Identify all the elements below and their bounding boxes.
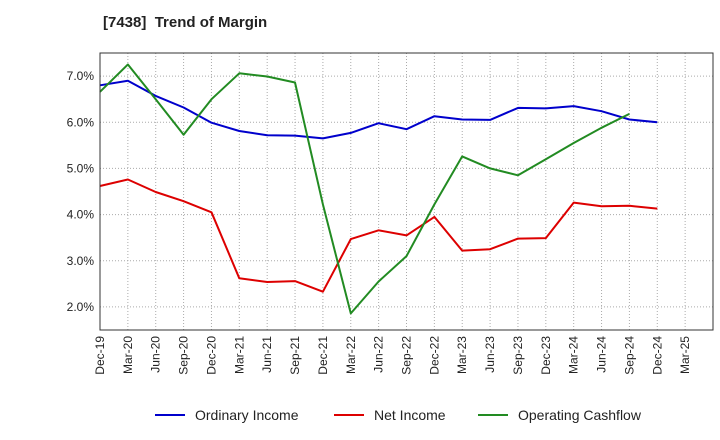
series-line-ordinary-income bbox=[99, 79, 658, 140]
x-tick-label: Sep-22 bbox=[400, 336, 414, 375]
x-tick-label: Mar-23 bbox=[455, 336, 469, 374]
series-line-net-income bbox=[99, 178, 658, 293]
x-tick-label: Jun-22 bbox=[372, 336, 386, 373]
x-tick-label: Mar-22 bbox=[344, 336, 358, 374]
x-tick-label: Dec-23 bbox=[539, 336, 553, 375]
y-tick-label: 7.0% bbox=[67, 69, 95, 83]
y-tick-label: 4.0% bbox=[67, 208, 95, 222]
x-tick-label: Mar-25 bbox=[678, 336, 692, 374]
plot-frame bbox=[99, 52, 714, 331]
y-tick-label: 5.0% bbox=[67, 161, 95, 175]
x-tick-label: Sep-24 bbox=[622, 336, 636, 375]
series-line-operating-cashflow bbox=[99, 63, 630, 315]
x-tick-label: Sep-23 bbox=[511, 336, 525, 375]
x-tick-label: Jun-24 bbox=[595, 336, 609, 373]
y-tick-label: 3.0% bbox=[67, 254, 95, 268]
y-tick-label: 2.0% bbox=[67, 300, 95, 314]
x-tick-label: Sep-20 bbox=[177, 336, 191, 375]
x-tick-label: Dec-20 bbox=[204, 336, 218, 375]
legend-label: Net Income bbox=[374, 407, 446, 423]
x-tick-label: Mar-20 bbox=[121, 336, 135, 374]
y-tick-label: 6.0% bbox=[67, 115, 95, 129]
grid-layer bbox=[100, 53, 713, 330]
legend-label: Operating Cashflow bbox=[518, 407, 642, 423]
x-tick-label: Dec-22 bbox=[427, 336, 441, 375]
x-tick-label: Mar-21 bbox=[232, 336, 246, 374]
x-tick-label: Mar-24 bbox=[567, 336, 581, 374]
x-tick-label: Jun-20 bbox=[149, 336, 163, 373]
x-tick-label: Jun-21 bbox=[260, 336, 274, 373]
legend-label: Ordinary Income bbox=[195, 407, 299, 423]
y-axis: 2.0% 3.0% 4.0% 5.0% 6.0% 7.0% bbox=[67, 69, 95, 314]
series-layer bbox=[99, 63, 658, 315]
x-tick-label: Dec-19 bbox=[93, 336, 107, 375]
x-tick-label: Sep-21 bbox=[288, 336, 302, 375]
x-tick-label: Jun-23 bbox=[483, 336, 497, 373]
x-tick-label: Dec-24 bbox=[650, 336, 664, 375]
chart-title: [7438] Trend of Margin bbox=[103, 14, 268, 31]
x-tick-label: Dec-21 bbox=[316, 336, 330, 375]
legend: Ordinary Income Net Income Operating Cashf… bbox=[155, 407, 642, 423]
x-axis: Dec-19 Mar-20 Jun-20 Sep-20 Dec-20 Mar-21 Jun-… bbox=[93, 336, 692, 375]
